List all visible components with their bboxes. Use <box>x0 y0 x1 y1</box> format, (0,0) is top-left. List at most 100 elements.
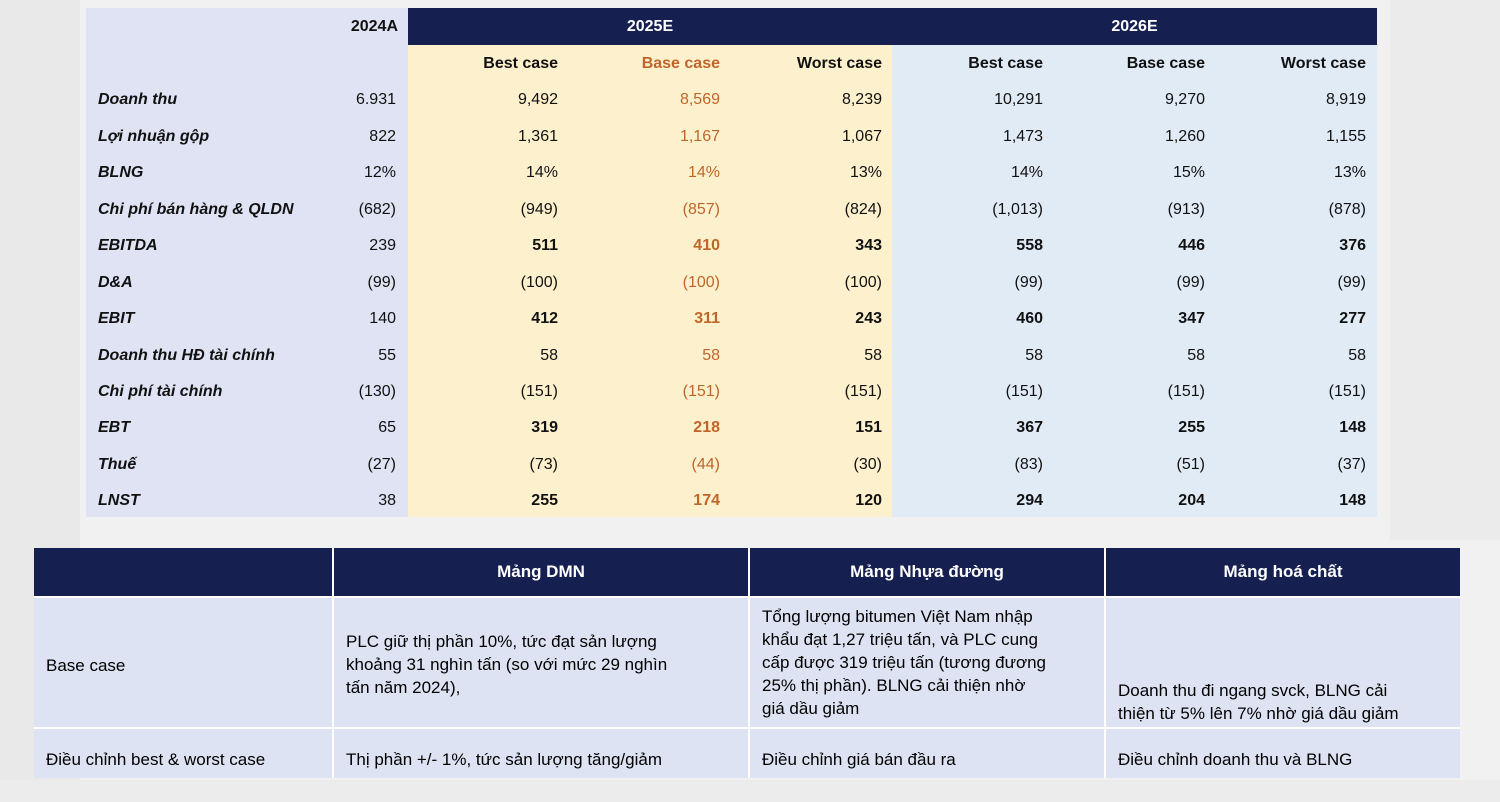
cell: 6.931 <box>355 91 396 108</box>
table-row: EBITDA 239 511 410 343 558 446 376 <box>86 227 1377 264</box>
year-header-bar <box>408 8 1377 45</box>
cell: 14% <box>1010 164 1043 181</box>
cell: 13% <box>849 164 882 181</box>
cell: 9,492 <box>517 91 558 108</box>
header-cell-nhua-duong: Mảng Nhựa đường <box>750 548 1104 596</box>
divider <box>748 548 750 778</box>
scenario-assumptions-table: Mảng DMN Mảng Nhựa đường Mảng hoá chất B… <box>34 548 1460 778</box>
2026-columns-background <box>892 8 1377 517</box>
cell: 347 <box>1178 310 1205 327</box>
cell: 14% <box>687 164 720 181</box>
cell: 1,155 <box>1325 128 1366 145</box>
cell: 243 <box>855 310 882 327</box>
row-label: Doanh thu HĐ tài chính <box>98 347 275 364</box>
text-line: 25% thị phần). BLNG cải thiện nhờ <box>762 676 1026 695</box>
cell: 255 <box>1178 419 1205 436</box>
cell: (44) <box>691 456 720 473</box>
cell: 8,239 <box>841 91 882 108</box>
cell: 1,260 <box>1164 128 1205 145</box>
cell: 120 <box>855 492 882 509</box>
cell: 58 <box>864 347 882 364</box>
cell: (51) <box>1176 456 1205 473</box>
cell: 1,473 <box>1002 128 1043 145</box>
row-label: EBT <box>98 419 130 436</box>
row-label: Doanh thu <box>98 91 178 108</box>
cell: 13% <box>1333 164 1366 181</box>
cell: 822 <box>369 128 396 145</box>
row-label-adjust: Điều chỉnh best & worst case <box>46 750 266 769</box>
cell: (1,013) <box>992 201 1043 218</box>
cell: 15% <box>1172 164 1205 181</box>
cell: 148 <box>1339 492 1366 509</box>
cell: 58 <box>702 347 720 364</box>
financial-projection-table: 2024A 2025E 2026E Best case Base case Wo… <box>86 8 1377 517</box>
text-line: thiện từ 5% lên 7% nhờ giá dầu giảm <box>1118 704 1399 723</box>
scenario-header: Base case <box>1126 55 1205 72</box>
cell: (913) <box>1167 201 1205 218</box>
cell: (27) <box>367 456 396 473</box>
table-row: D&A (99) (100) (100) (100) (99) (99) (99… <box>86 264 1377 301</box>
cell: 511 <box>532 237 558 254</box>
cell: 204 <box>1178 492 1205 509</box>
table-row: Doanh thu 6.931 9,492 8,569 8,239 10,291… <box>86 81 1377 118</box>
cell: 311 <box>694 310 720 327</box>
cell: 410 <box>693 237 720 254</box>
header-cell-hoa-chat: Mảng hoá chất <box>1106 548 1460 596</box>
cell: 1,167 <box>679 128 720 145</box>
text-line: khoảng 31 nghìn tấn (so với mức 29 nghìn <box>346 655 668 674</box>
scenario-header: Base case <box>641 55 720 72</box>
cell: 460 <box>1016 310 1043 327</box>
text-line: cấp được 319 triệu tấn (tương đương <box>762 653 1047 672</box>
table-row: Chi phí tài chính (130) (151) (151) (151… <box>86 373 1377 410</box>
year-header-2025: 2025E <box>626 18 674 35</box>
cell-dmn-adjust: Thị phần +/- 1%, tức sản lượng tăng/giảm <box>346 750 662 769</box>
year-header-2026: 2026E <box>1111 18 1158 35</box>
cell: (151) <box>1167 383 1205 400</box>
table-row: Chi phí bán hàng & QLDN (682) (949) (857… <box>86 191 1377 228</box>
cell: (99) <box>1337 274 1366 291</box>
cell: (83) <box>1014 456 1043 473</box>
cell: (99) <box>367 274 396 291</box>
text-line: PLC giữ thị phần 10%, tức đạt sản lượng <box>346 632 657 651</box>
row-label: Chi phí tài chính <box>98 383 223 400</box>
table-row: EBT 65 319 218 151 367 255 148 <box>86 409 1377 446</box>
text-line: giá dầu giảm <box>762 699 860 718</box>
cell: 12% <box>363 164 396 181</box>
cell: (100) <box>844 274 882 291</box>
cell: (151) <box>1328 383 1366 400</box>
cell: (37) <box>1337 456 1366 473</box>
text-line: Doanh thu đi ngang svck, BLNG cải <box>1118 681 1388 700</box>
cell: (30) <box>853 456 882 473</box>
cell: 148 <box>1339 419 1366 436</box>
cell: 255 <box>531 492 558 509</box>
row-label: Lợi nhuận gộp <box>98 128 210 145</box>
cell: 1,361 <box>517 128 558 145</box>
table-row: Lợi nhuận gộp 822 1,361 1,167 1,067 1,47… <box>86 118 1377 155</box>
cell: (878) <box>1328 201 1366 218</box>
cell-nhua-duong-base: Tổng lượng bitumen Việt Nam nhập khẩu đạ… <box>762 605 1096 720</box>
cell: 58 <box>1025 347 1043 364</box>
cell: 558 <box>1016 237 1043 254</box>
scenario-header: Worst case <box>796 55 882 72</box>
cell: 218 <box>693 419 720 436</box>
cell: (100) <box>682 274 720 291</box>
scenario-header: Best case <box>483 55 558 72</box>
text-line: khẩu đạt 1,27 triệu tấn, và PLC cung <box>762 630 1038 649</box>
cell: 58 <box>1187 347 1205 364</box>
cell: 65 <box>378 419 396 436</box>
divider <box>34 727 1460 729</box>
row-label-base-case: Base case <box>46 656 126 675</box>
year-header-2024: 2024A <box>350 18 398 35</box>
header-cell-dmn: Mảng DMN <box>334 548 748 596</box>
cell: 55 <box>378 347 396 364</box>
cell: 343 <box>855 237 882 254</box>
scenario-header-row: Best case Base case Worst case Best case… <box>86 45 1377 82</box>
cell: 10,291 <box>994 91 1043 108</box>
cell: 9,270 <box>1164 91 1205 108</box>
table-row: EBIT 140 412 311 243 460 347 277 <box>86 300 1377 337</box>
cell: (151) <box>682 383 720 400</box>
cell: (857) <box>682 201 720 218</box>
cell: 294 <box>1016 492 1043 509</box>
cell: (949) <box>520 201 558 218</box>
cell-hoa-chat-base: Doanh thu đi ngang svck, BLNG cải thiện … <box>1118 679 1452 725</box>
